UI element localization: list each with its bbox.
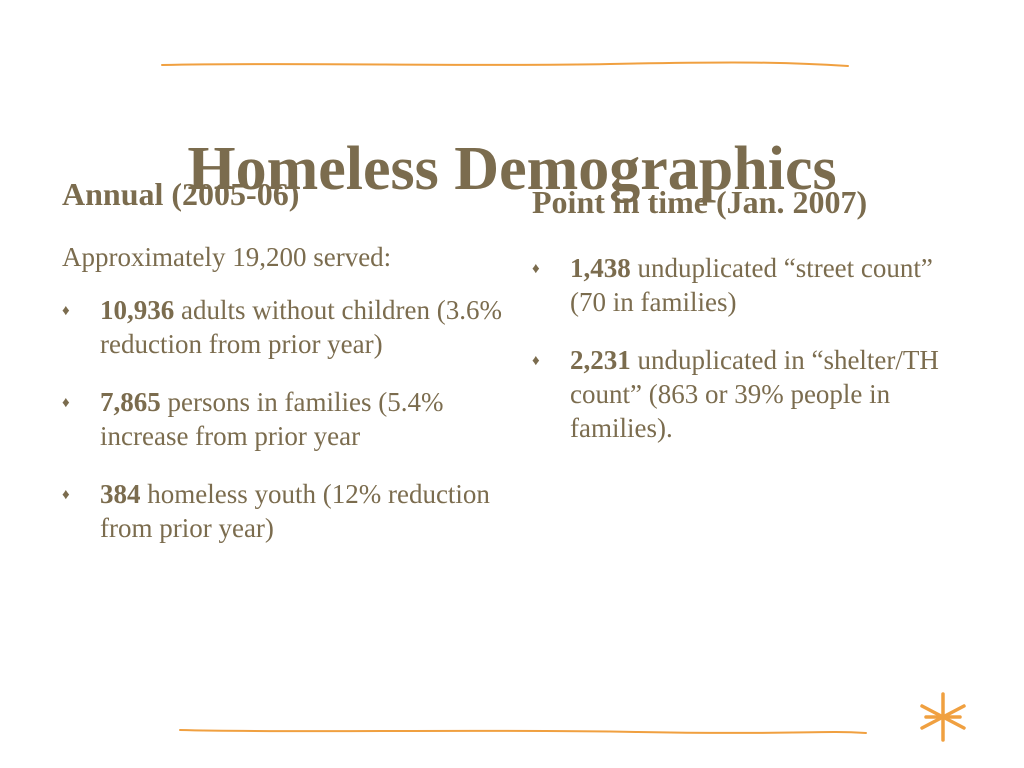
slide-title: Homeless Demographics: [187, 134, 837, 203]
bullet-text: unduplicated “street count” (70 in famil…: [570, 252, 933, 317]
diamond-bullet-icon: ♦: [532, 352, 540, 369]
top-divider: [161, 61, 849, 67]
point-in-time-heading: Point in time (Jan. 2007): [532, 184, 868, 220]
bullet-number: 7,865: [100, 387, 161, 418]
bullet-text: unduplicated in “shelter/TH count” (863 …: [570, 344, 939, 443]
diamond-bullet-icon: ♦: [62, 487, 70, 504]
bottom-divider: [179, 729, 867, 734]
point-in-time-bullet-list: ♦ 1,438 unduplicated “street count” (70 …: [532, 251, 962, 445]
diamond-bullet-icon: ♦: [62, 395, 70, 412]
list-item: ♦ 10,936 adults without children (3.6% r…: [62, 293, 512, 361]
diamond-bullet-icon: ♦: [532, 260, 540, 277]
bullet-number: 384: [100, 479, 141, 510]
diamond-bullet-icon: ♦: [62, 303, 70, 320]
annual-column: Annual (2005-06) Approximately 19,200 se…: [62, 176, 512, 569]
bullet-number: 1,438: [570, 252, 631, 283]
list-item: ♦ 2,231 unduplicated in “shelter/TH coun…: [532, 343, 962, 445]
bullet-number: 2,231: [570, 344, 631, 375]
bullet-number: 10,936: [100, 295, 175, 326]
list-item: ♦ 7,865 persons in families (5.4% increa…: [62, 385, 512, 453]
list-item: ♦ 1,438 unduplicated “street count” (70 …: [532, 251, 962, 319]
bullet-text: adults without children (3.6% reduction …: [100, 295, 502, 360]
annual-bullet-list: ♦ 10,936 adults without children (3.6% r…: [62, 293, 512, 545]
annual-heading: Annual (2005-06): [62, 176, 300, 212]
bullet-text: homeless youth (12% reduction from prior…: [100, 479, 490, 544]
point-in-time-column: Point in time (Jan. 2007) ♦ 1,438 undupl…: [532, 184, 962, 469]
annual-intro: Approximately 19,200 served:: [62, 241, 392, 272]
list-item: ♦ 384 homeless youth (12% reduction from…: [62, 477, 512, 545]
bullet-text: persons in families (5.4% increase from …: [100, 387, 444, 452]
asterisk-icon: [920, 692, 966, 742]
